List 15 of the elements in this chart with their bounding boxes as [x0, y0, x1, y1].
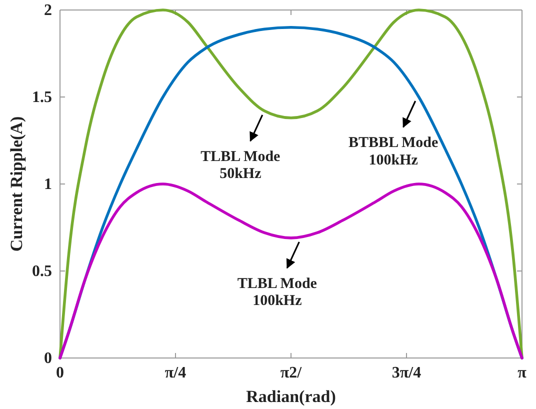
annotation: TLBL Mode 100kHz	[237, 276, 318, 310]
y-tick-label: 1	[44, 176, 52, 194]
annotation: BTBBL Mode 100kHz	[348, 135, 438, 168]
x-axis-title: Radian(rad)	[246, 387, 336, 406]
x-tick-label: π2/	[280, 364, 302, 382]
y-tick-label: 0.5	[32, 263, 52, 280]
x-tick-label: 0	[56, 364, 64, 382]
x-tick-label: 3π/4	[392, 364, 422, 382]
x-tick-label: π	[518, 364, 527, 382]
y-tick-label: 1.5	[32, 89, 52, 106]
y-axis-title: Current Ripple(A)	[7, 116, 26, 252]
annotation: TLBL Mode 50kHz	[200, 148, 281, 182]
y-tick-label: 0	[44, 350, 52, 368]
y-tick-label: 2	[44, 2, 52, 20]
x-tick-label: π/4	[164, 364, 186, 382]
